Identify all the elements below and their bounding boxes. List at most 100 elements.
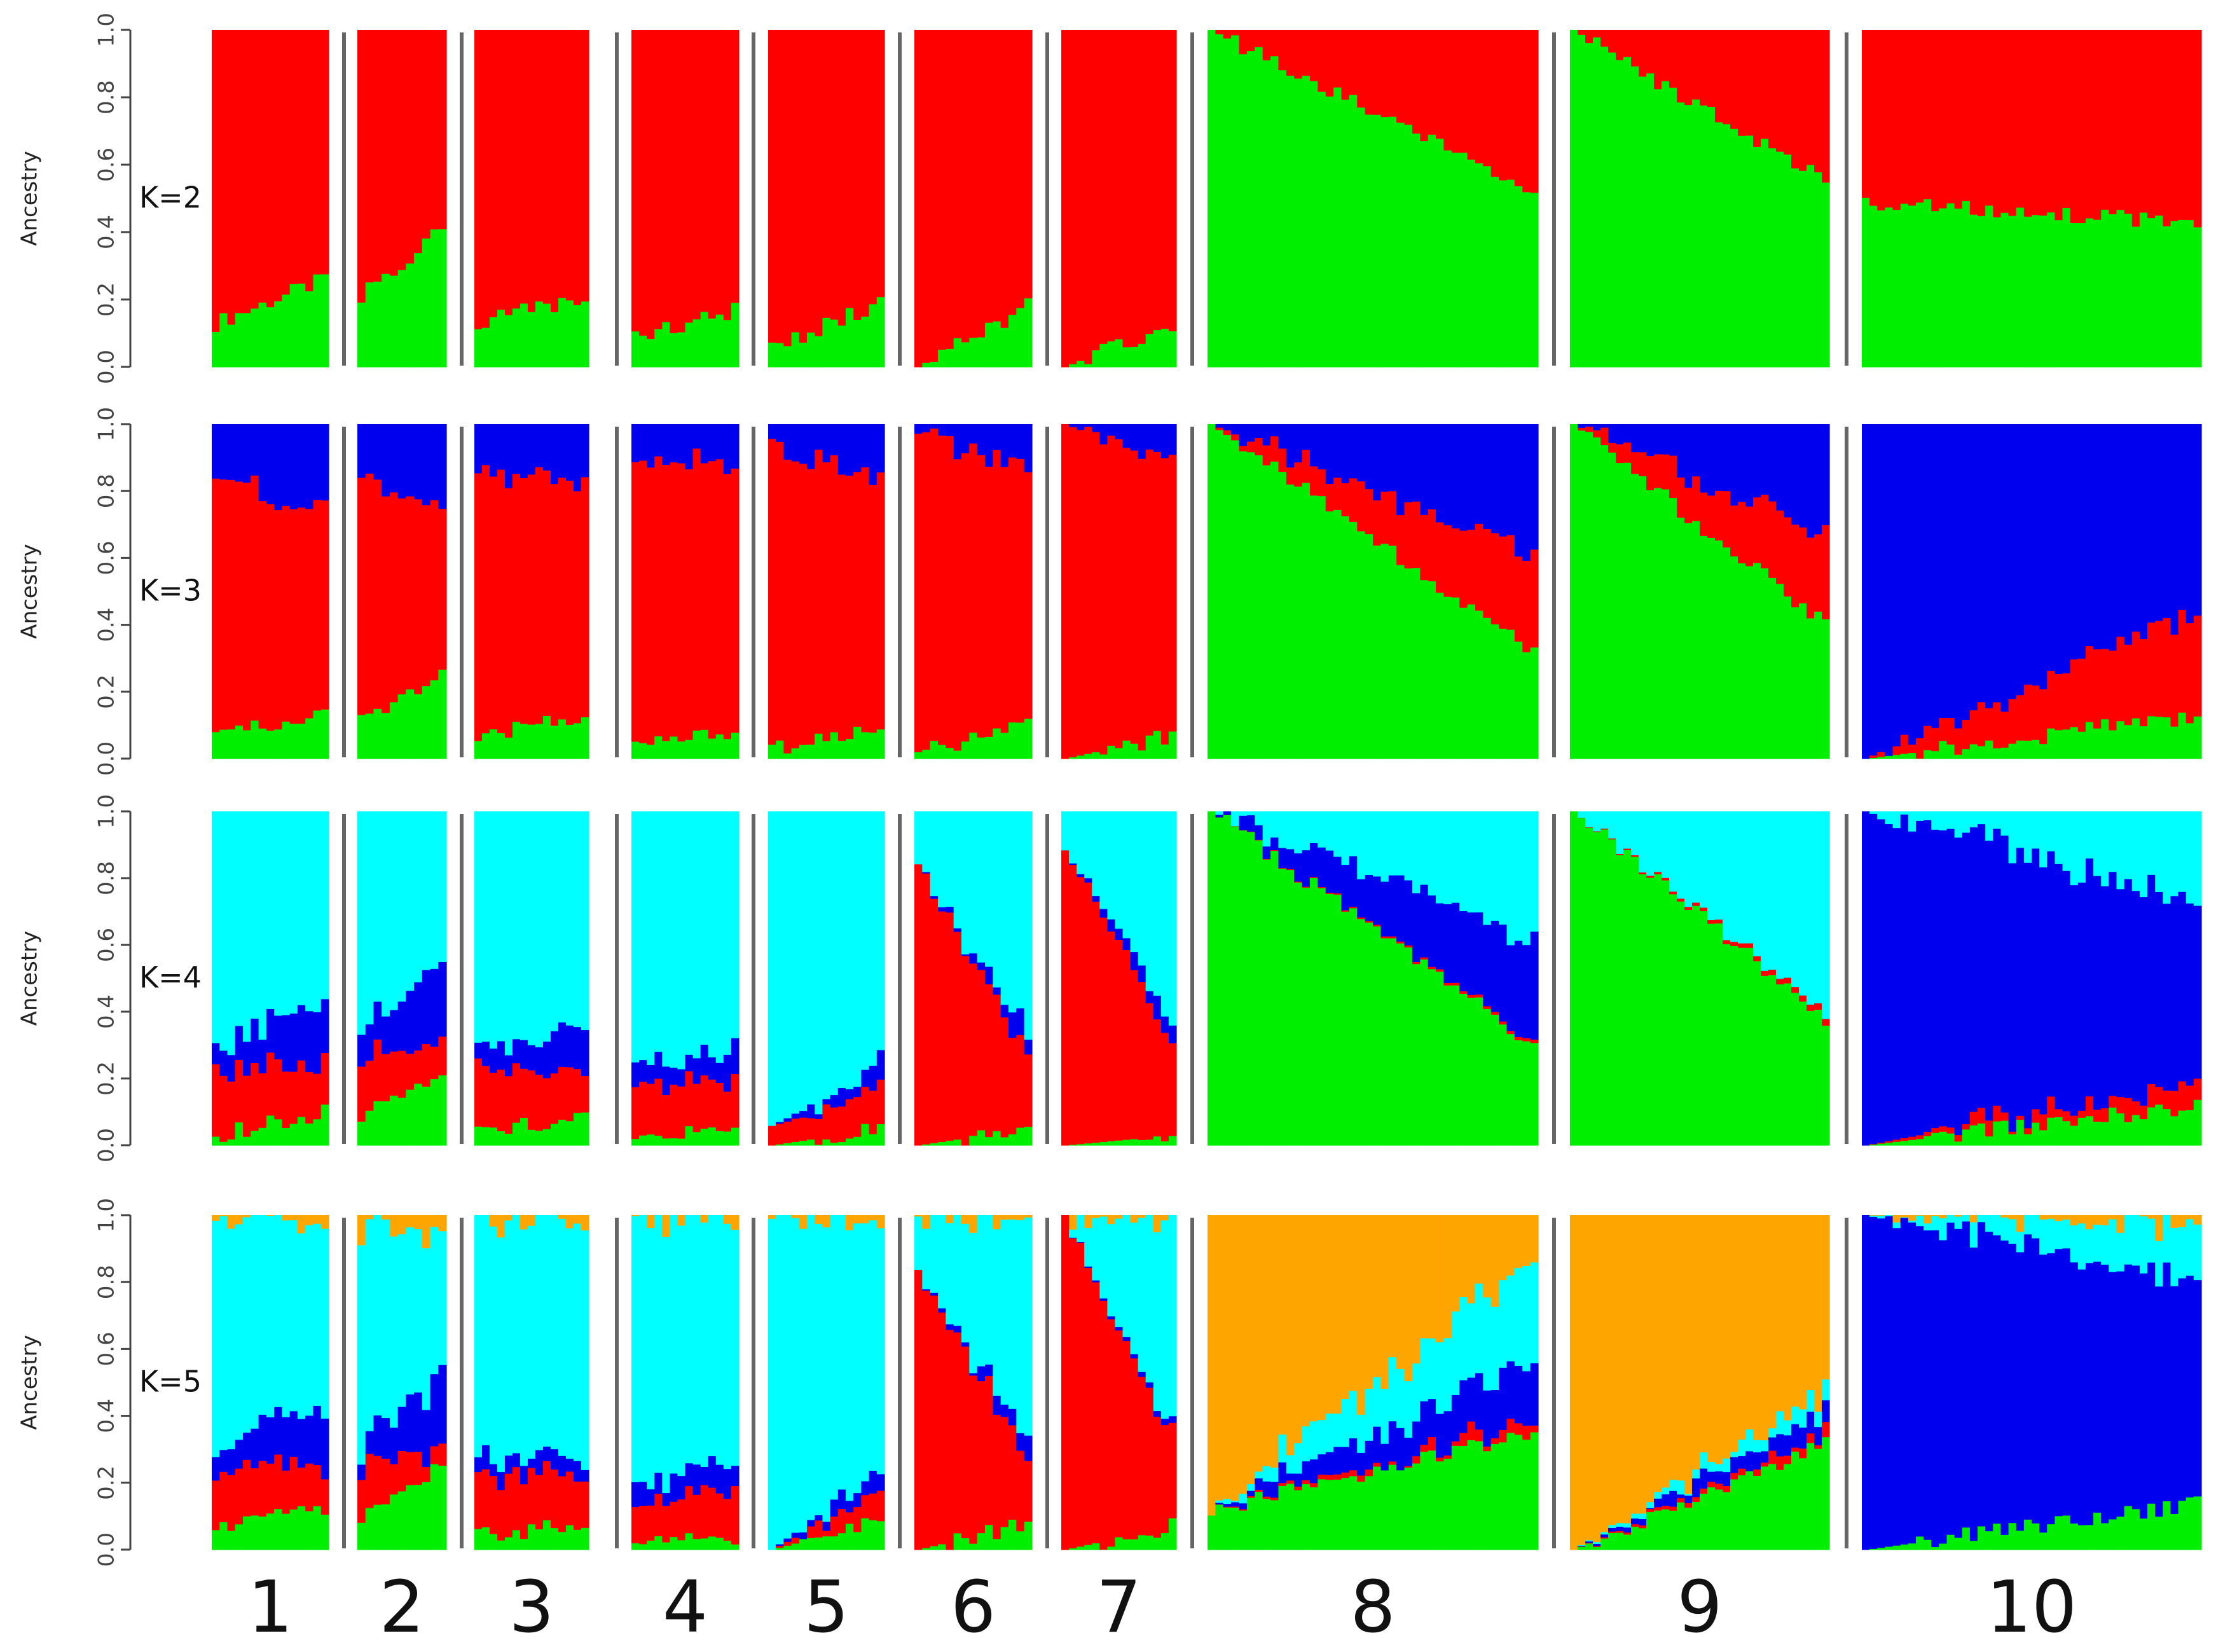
bar-segment-red	[1514, 1036, 1523, 1040]
bar-segment-green	[1946, 744, 1955, 759]
bar-segment-red	[430, 499, 439, 680]
bar-segment-cyan	[414, 1229, 423, 1393]
bar-segment-green	[1639, 874, 1647, 1146]
bar-segment-red	[869, 485, 878, 733]
bar-segment-cyan	[869, 811, 878, 1066]
bar-segment-cyan	[1024, 811, 1033, 1040]
bar-segment-red	[1168, 30, 1177, 332]
bar-segment-green	[1600, 1538, 1609, 1550]
bar-segment-blue	[1993, 1235, 2002, 1524]
bar-segment-red	[1978, 30, 1986, 216]
k-label: K=2	[139, 181, 202, 215]
bar-segment-cyan	[1270, 811, 1279, 838]
bar-segment-green	[474, 1529, 483, 1550]
bar-segment-green	[1302, 75, 1311, 368]
bar-segment-green	[1869, 757, 1878, 759]
bar-segment-blue	[977, 424, 986, 455]
bar-segment-green	[382, 273, 390, 368]
bar-segment-red	[1654, 871, 1662, 874]
bar-segment-blue	[1616, 424, 1624, 444]
bar-segment-blue	[2155, 891, 2163, 1087]
bar-segment-red	[2008, 1131, 2017, 1134]
bar-segment-green	[876, 729, 885, 759]
bar-segment-red	[1723, 490, 1731, 547]
bar-segment-orange	[1892, 1215, 1901, 1223]
bar-segment-red	[289, 1071, 298, 1124]
bar-segment-green	[685, 1125, 694, 1146]
bar-segment-blue	[497, 1471, 506, 1490]
bar-segment-red	[251, 1063, 259, 1131]
bar-segment-red	[1349, 478, 1358, 522]
bar-segment-red	[914, 30, 923, 368]
bar-segment-cyan	[876, 1227, 885, 1475]
bar-segment-red	[1776, 978, 1784, 985]
bar-segment-red	[869, 1493, 878, 1520]
bar-segment-green	[1115, 1536, 1124, 1550]
bar-segment-green	[1978, 216, 1986, 368]
bar-segment-cyan	[1715, 811, 1723, 920]
bar-segment-orange	[1623, 1215, 1632, 1524]
bar-segment-red	[2193, 615, 2202, 717]
bar-segment-cyan	[1892, 811, 1901, 829]
bar-segment-red	[1357, 1475, 1366, 1482]
bar-segment-red	[1016, 30, 1025, 308]
bar-segment-green	[1669, 893, 1677, 1146]
bar-segment-blue	[1443, 424, 1452, 526]
bar-segment-red	[1396, 30, 1405, 123]
bar-segment-red	[1483, 30, 1492, 167]
bar-segment-blue	[776, 1122, 784, 1124]
bar-segment-blue	[414, 1392, 423, 1452]
bar-segment-red	[1459, 1433, 1468, 1446]
bar-segment-green	[1380, 1470, 1389, 1550]
bar-segment-green	[1616, 855, 1624, 1146]
bar-segment-green	[1877, 1547, 1886, 1550]
bar-segment-red	[807, 30, 815, 333]
bar-segment-blue	[731, 1465, 740, 1487]
bar-segment-blue	[365, 424, 375, 474]
bar-segment-green	[1475, 610, 1483, 759]
bar-segment-blue	[1768, 1436, 1777, 1451]
bar-segment-red	[1255, 1489, 1263, 1492]
bar-segment-blue	[2170, 895, 2179, 1091]
bar-segment-green	[654, 736, 663, 759]
bar-segment-cyan	[861, 1223, 870, 1482]
bar-segment-blue	[513, 1038, 521, 1064]
bar-segment-red	[2193, 1078, 2202, 1100]
bar-segment-red	[1669, 30, 1677, 88]
bar-segment-green	[1522, 191, 1531, 368]
bar-segment-orange	[1302, 1215, 1311, 1427]
bar-segment-cyan	[1892, 1222, 1901, 1229]
bar-segment-green	[938, 744, 946, 759]
bar-segment-cyan	[1223, 1498, 1232, 1504]
bar-segment-blue	[922, 871, 931, 874]
bar-segment-green	[422, 1086, 431, 1146]
bar-segment-green	[1715, 121, 1723, 368]
bar-segment-green	[389, 701, 399, 759]
bar-segment-red	[535, 1074, 544, 1131]
bar-segment-cyan	[791, 811, 800, 1114]
bar-segment-red	[1365, 488, 1373, 535]
bar-segment-cyan	[1130, 811, 1139, 953]
bar-segment-red	[1600, 828, 1609, 830]
bar-segment-cyan	[320, 1228, 329, 1419]
bar-segment-green	[1160, 1532, 1169, 1550]
bar-segment-blue	[1231, 1501, 1240, 1507]
bar-segment-green	[357, 714, 366, 759]
bar-segment-cyan	[2147, 1218, 2156, 1263]
bar-segment-blue	[799, 424, 808, 464]
bar-segment-blue	[869, 424, 878, 485]
bar-segment-red	[482, 30, 490, 328]
bar-segment-blue	[543, 1041, 551, 1078]
bar-segment-green	[2070, 726, 2079, 759]
bar-segment-green	[282, 294, 291, 368]
bar-segment-green	[1168, 331, 1177, 368]
bar-segment-green	[1115, 747, 1124, 759]
bar-segment-red	[1318, 1474, 1326, 1480]
bar-segment-blue	[1730, 1456, 1738, 1473]
bar-segment-cyan	[1286, 1454, 1295, 1474]
bar-segment-green	[1885, 1546, 1894, 1550]
bar-segment-red	[2039, 1113, 2048, 1131]
bar-segment-orange	[313, 1215, 322, 1224]
bar-segment-red	[946, 30, 954, 349]
bar-segment-green	[406, 1485, 415, 1550]
